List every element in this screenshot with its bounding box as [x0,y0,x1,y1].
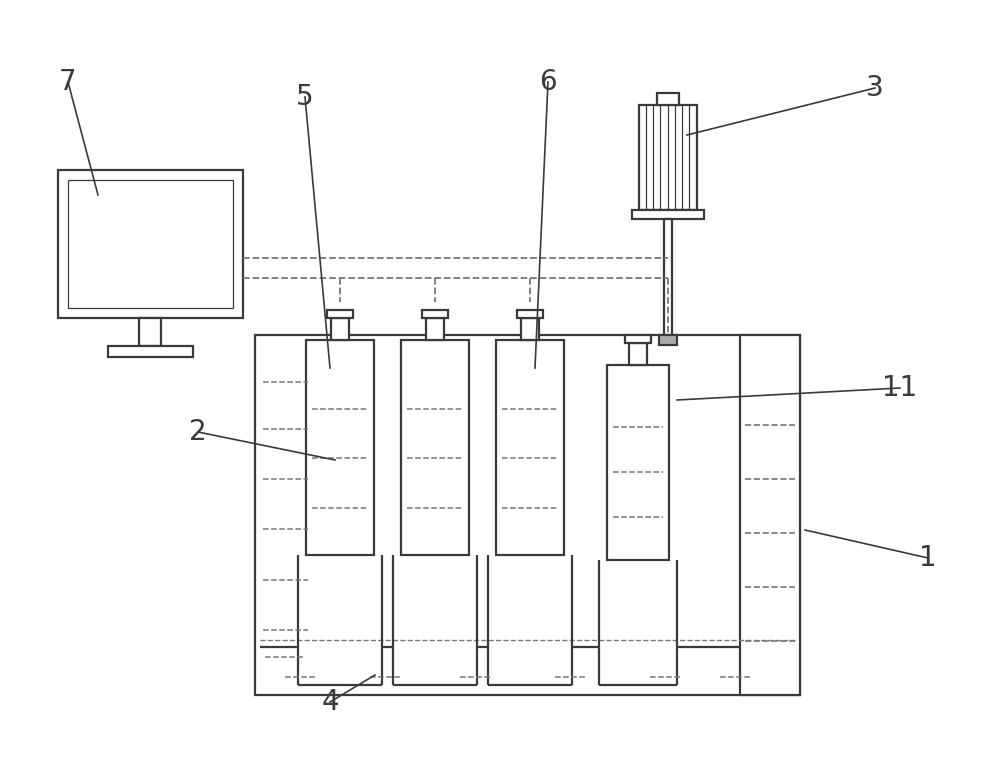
Bar [607,365,669,560]
Bar [521,318,539,340]
Bar [401,340,469,555]
Bar [632,210,704,219]
Bar [327,310,353,318]
Bar [639,105,697,210]
Text: 2: 2 [189,418,207,446]
Bar [255,335,800,695]
Text: 11: 11 [882,374,918,402]
Bar [496,340,564,555]
Bar [422,310,448,318]
Bar [306,340,374,555]
Bar [664,219,672,335]
Text: 4: 4 [321,688,339,716]
Bar [108,346,193,357]
Bar [58,170,243,318]
Bar [629,343,647,365]
Bar [625,335,651,343]
Bar [659,335,677,345]
Text: 6: 6 [539,68,557,96]
Text: 5: 5 [296,83,314,111]
Bar [331,318,349,340]
Bar [139,318,161,346]
Bar [517,310,543,318]
Bar [68,180,233,308]
Text: 1: 1 [919,544,937,572]
Bar [657,93,679,105]
Text: 3: 3 [866,74,884,102]
Bar [740,335,800,695]
Text: 7: 7 [59,68,77,96]
Bar [426,318,444,340]
